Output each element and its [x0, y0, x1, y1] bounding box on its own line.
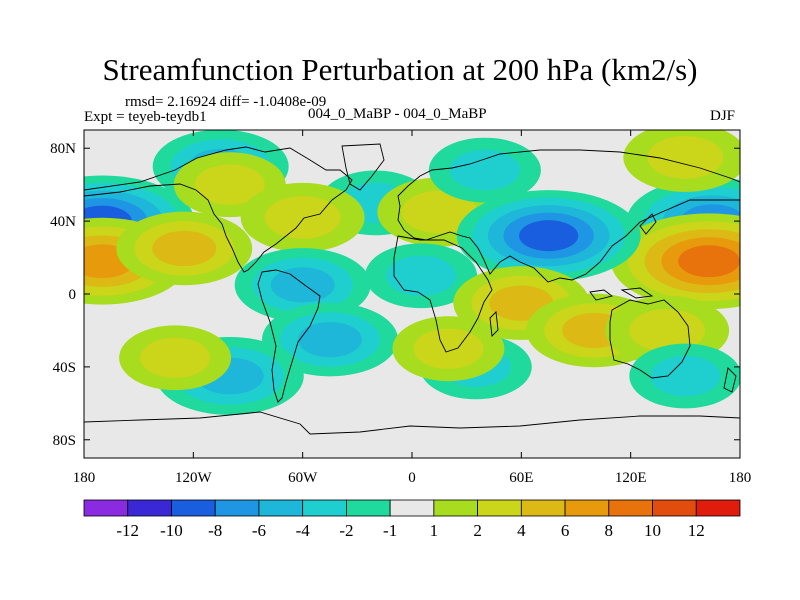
- anomaly-contour-4-2: [152, 230, 217, 267]
- colorbar-swatch: [564, 499, 610, 517]
- colorbar-label: 12: [688, 521, 705, 540]
- x-tick-label: 60W: [288, 470, 318, 486]
- anomaly-contour-9-1: [401, 190, 478, 234]
- anomaly-contour-8-1: [264, 196, 341, 239]
- coast-madagascar: [489, 311, 499, 337]
- colorbar-label: 4: [517, 521, 526, 540]
- coast-africa: [393, 235, 493, 353]
- y-tick-label: 0: [69, 287, 77, 303]
- anomaly-contour-21-1: [650, 355, 721, 397]
- colorbar-label: 10: [644, 521, 661, 540]
- coast-indonesia: [589, 287, 654, 301]
- colorbar-label: -6: [252, 521, 266, 540]
- season-label: DJF: [710, 108, 736, 124]
- colorbar-swatch: [302, 499, 347, 517]
- experiment-label: Expt = teyeb-teydb1: [84, 109, 207, 125]
- colorbar-swatch: [608, 499, 653, 517]
- colorbar-swatch: [258, 499, 304, 517]
- colorbar-swatch: [477, 499, 522, 517]
- y-tick-label: 40N: [50, 214, 76, 230]
- colorbar-label: 2: [473, 521, 482, 540]
- colorbar-swatch: [695, 499, 741, 517]
- colorbar-swatch: [127, 499, 172, 517]
- chart-title: Streamfunction Perturbation at 200 hPa (…: [102, 52, 698, 87]
- anomaly-contour-3-4: [678, 245, 740, 278]
- stats-label: rmsd= 2.16924 diff= -1.0408e-09: [125, 94, 327, 110]
- colorbar-swatch: [520, 499, 566, 517]
- anomaly-contour-11-4: [519, 220, 579, 252]
- y-tick-label: 80N: [50, 141, 76, 157]
- anomaly-contour-13-2: [270, 267, 335, 303]
- center-label: 004_0_MaBP - 004_0_MaBP: [308, 106, 487, 122]
- x-tick-label: 120W: [175, 470, 213, 486]
- anomaly-contour-22-1: [140, 337, 211, 378]
- coast-south-america: [257, 269, 321, 403]
- colorbar-label: -4: [296, 521, 311, 540]
- colorbar-swatch: [83, 499, 129, 517]
- colorbar-swatch: [652, 499, 697, 517]
- colorbar-swatch: [171, 499, 216, 517]
- coast-north-america: [84, 146, 353, 273]
- anomaly-contour-12-1: [647, 136, 724, 179]
- anomaly-contour-17-1: [629, 309, 706, 352]
- colorbar-label: 6: [561, 521, 570, 540]
- x-tick-label: 180: [729, 470, 752, 486]
- colorbar-swatch: [433, 499, 479, 517]
- colorbar-label: -8: [208, 521, 222, 540]
- coast-new-zealand: [723, 367, 737, 393]
- coastlines: [84, 143, 740, 435]
- x-tick-label: 0: [408, 470, 416, 486]
- coast-australia: [609, 299, 691, 379]
- colorbar-label: -12: [116, 521, 139, 540]
- colorbar-label: 8: [605, 521, 614, 540]
- y-tick-label: 80S: [53, 433, 76, 449]
- x-tick-label: 60E: [509, 470, 533, 486]
- colorbar-label: 1: [430, 521, 439, 540]
- coast-antarctica: [84, 411, 740, 435]
- x-tick-label: 120E: [615, 470, 647, 486]
- coast-japan: [639, 213, 657, 235]
- colorbar-label: -10: [160, 521, 183, 540]
- colorbar-swatch: [345, 499, 391, 517]
- y-tick-label: 40S: [53, 360, 76, 376]
- anomaly-contour-6-1: [194, 164, 265, 205]
- colorbar-swatch: [214, 499, 260, 517]
- anomaly-contour-18-2: [298, 321, 362, 358]
- anomaly-contour-10-1: [449, 149, 520, 191]
- colorbar-label: -2: [339, 521, 353, 540]
- coast-greenland: [341, 143, 385, 191]
- anomaly-contour-14-1: [386, 255, 457, 296]
- anomaly-contour-23-1: [413, 328, 484, 369]
- x-tick-label: 180: [73, 470, 96, 486]
- colorbar-label: -1: [383, 521, 397, 540]
- colorbar-swatch: [389, 499, 435, 517]
- coast-eurasia: [397, 149, 740, 283]
